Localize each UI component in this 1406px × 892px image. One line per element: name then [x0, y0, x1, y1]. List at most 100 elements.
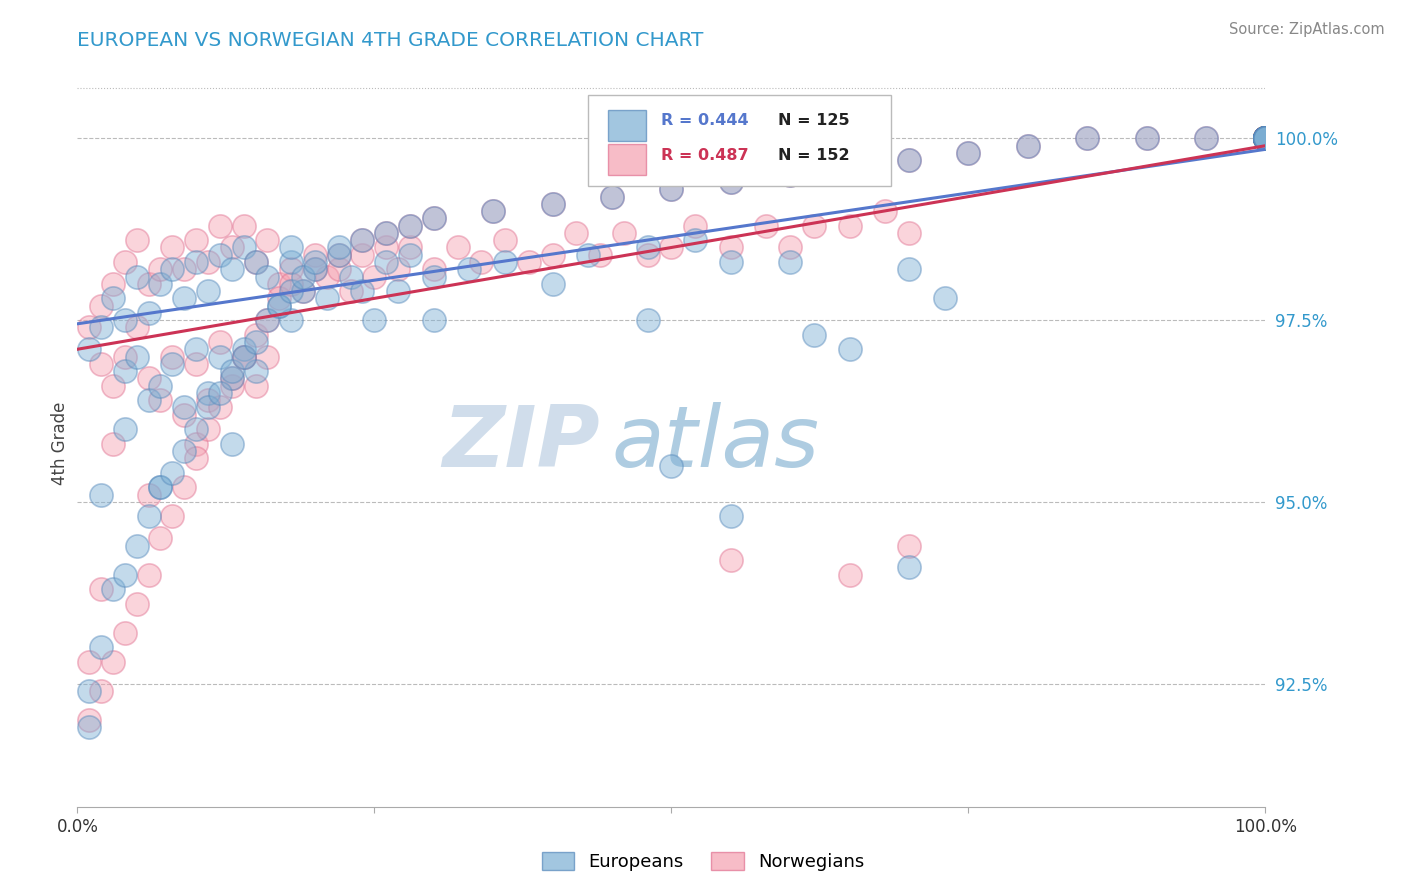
- Point: [208, 248, 231, 262]
- Point: [256, 350, 278, 364]
- Point: [149, 393, 172, 408]
- Point: [1254, 131, 1277, 145]
- Point: [186, 357, 208, 371]
- Point: [90, 320, 112, 334]
- Point: [138, 567, 160, 582]
- Point: [101, 291, 124, 305]
- Point: [957, 146, 980, 161]
- Point: [399, 240, 422, 254]
- Point: [138, 306, 160, 320]
- Point: [138, 277, 160, 291]
- Point: [1254, 131, 1277, 145]
- Point: [1254, 131, 1277, 145]
- Point: [470, 255, 492, 269]
- Point: [1254, 131, 1277, 145]
- Text: N = 152: N = 152: [779, 148, 849, 162]
- Point: [1254, 131, 1277, 145]
- Point: [1254, 131, 1277, 145]
- Point: [162, 357, 184, 371]
- Point: [245, 255, 267, 269]
- Point: [1254, 131, 1277, 145]
- Point: [1254, 131, 1277, 145]
- Point: [1254, 131, 1277, 145]
- Point: [186, 343, 208, 357]
- Point: [720, 240, 742, 254]
- Point: [683, 233, 706, 247]
- Point: [256, 313, 278, 327]
- Point: [149, 378, 172, 392]
- Point: [1254, 131, 1277, 145]
- Point: [755, 219, 778, 233]
- Point: [197, 284, 219, 298]
- Point: [90, 640, 112, 655]
- Point: [245, 327, 267, 342]
- Point: [458, 262, 481, 277]
- Point: [280, 255, 302, 269]
- Point: [576, 248, 599, 262]
- Point: [541, 248, 564, 262]
- Point: [1254, 131, 1277, 145]
- Point: [77, 343, 100, 357]
- Point: [1254, 131, 1277, 145]
- Point: [304, 255, 326, 269]
- Point: [565, 226, 588, 240]
- Point: [375, 255, 398, 269]
- Point: [1195, 131, 1218, 145]
- Y-axis label: 4th Grade: 4th Grade: [51, 402, 69, 485]
- Point: [838, 219, 860, 233]
- Point: [375, 226, 398, 240]
- Point: [186, 437, 208, 451]
- Point: [423, 262, 446, 277]
- Point: [114, 350, 136, 364]
- Point: [1254, 131, 1277, 145]
- Point: [838, 161, 860, 175]
- Point: [637, 313, 659, 327]
- Point: [1254, 131, 1277, 145]
- Point: [90, 488, 112, 502]
- Point: [221, 437, 243, 451]
- Point: [328, 248, 350, 262]
- Point: [101, 582, 124, 597]
- Point: [1254, 131, 1277, 145]
- Point: [138, 509, 160, 524]
- Point: [232, 350, 254, 364]
- Point: [1254, 131, 1277, 145]
- Point: [208, 219, 231, 233]
- Point: [1254, 131, 1277, 145]
- Point: [1254, 131, 1277, 145]
- Point: [125, 233, 148, 247]
- Point: [779, 240, 801, 254]
- Point: [221, 371, 243, 385]
- Point: [269, 299, 291, 313]
- Point: [197, 393, 219, 408]
- Point: [600, 189, 623, 203]
- Point: [208, 350, 231, 364]
- Point: [173, 480, 195, 494]
- Point: [387, 284, 409, 298]
- Point: [898, 539, 921, 553]
- Point: [125, 320, 148, 334]
- Point: [125, 350, 148, 364]
- Point: [304, 262, 326, 277]
- Point: [197, 255, 219, 269]
- Point: [1195, 131, 1218, 145]
- Point: [838, 567, 860, 582]
- Point: [292, 284, 315, 298]
- Point: [280, 262, 302, 277]
- Point: [1254, 131, 1277, 145]
- Point: [197, 401, 219, 415]
- Point: [138, 371, 160, 385]
- Point: [803, 219, 825, 233]
- Point: [779, 168, 801, 182]
- Point: [138, 393, 160, 408]
- FancyBboxPatch shape: [588, 95, 891, 186]
- Point: [1254, 131, 1277, 145]
- Point: [1254, 131, 1277, 145]
- Point: [77, 320, 100, 334]
- Point: [101, 378, 124, 392]
- Point: [613, 226, 636, 240]
- Point: [600, 189, 623, 203]
- Point: [1254, 131, 1277, 145]
- Point: [934, 291, 956, 305]
- Point: [232, 343, 254, 357]
